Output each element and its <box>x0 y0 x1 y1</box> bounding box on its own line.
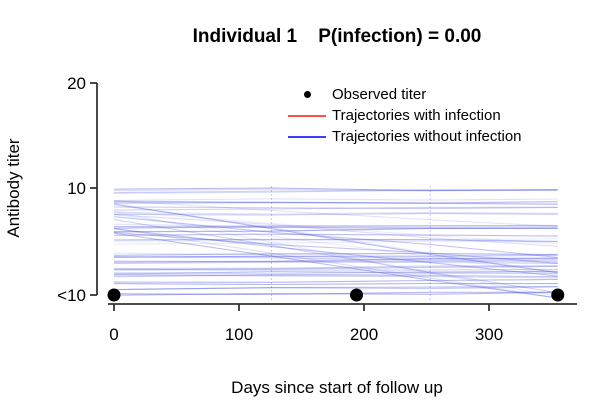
trajectory-line <box>113 187 558 192</box>
legend-item-trajectories-with-infection: Trajectories with infection <box>288 105 522 126</box>
x-tick-label: 100 <box>225 325 253 344</box>
trajectory-line <box>113 237 558 242</box>
trajectory-line <box>113 216 558 258</box>
trajectory-line <box>114 274 558 278</box>
trajectory-line <box>113 204 558 273</box>
trajectory-line <box>113 203 558 274</box>
trajectory-line <box>113 227 558 233</box>
trajectory-line <box>113 201 558 204</box>
trajectory-line <box>113 232 558 299</box>
legend-label: Trajectories with infection <box>332 107 501 124</box>
legend-label: Observed titer <box>332 86 427 103</box>
trajectory-line <box>113 252 558 256</box>
legend-item-observed-titer: Observed titer <box>288 84 522 105</box>
trajectory-line <box>113 200 558 205</box>
legend: Observed titer Trajectories with infecti… <box>288 84 522 147</box>
trajectory-line <box>113 189 558 194</box>
trajectory-line <box>113 254 558 258</box>
y-tick-label: 10 <box>67 179 86 198</box>
trajectory-line <box>113 270 558 275</box>
trajectory-line <box>113 226 558 229</box>
trajectory-line <box>113 219 558 294</box>
legend-item-trajectories-without-infection: Trajectories without infection <box>288 126 522 147</box>
chart-title: Individual 1 P(infection) = 0.00 <box>192 26 482 47</box>
trajectory-line <box>113 223 558 228</box>
y-tick-label: <10 <box>57 286 86 305</box>
trajectory-line <box>113 286 558 291</box>
trajectory-line <box>113 271 558 275</box>
trajectory-line <box>113 211 558 215</box>
trajectory-line <box>113 224 558 229</box>
trajectory-line <box>113 274 558 278</box>
trajectory-line <box>113 227 558 299</box>
trajectory-line <box>113 282 558 286</box>
trajectory-line <box>113 258 558 264</box>
trajectory-line <box>113 256 558 262</box>
x-tick-label: 300 <box>475 325 503 344</box>
trajectory-line <box>113 260 558 265</box>
trajectory-line <box>113 212 558 216</box>
trajectory-line <box>113 252 558 257</box>
trajectory-line <box>113 255 558 259</box>
trajectory-line <box>113 240 558 245</box>
trajectory-line <box>113 214 558 247</box>
trajectory-line <box>113 272 558 278</box>
trajectory-line <box>113 268 558 271</box>
trajectory-line <box>113 206 558 210</box>
trajectory-line <box>113 228 558 277</box>
trajectory-line <box>113 200 558 227</box>
observed-point <box>107 288 121 302</box>
trajectory-line <box>113 206 558 211</box>
trajectory-line <box>113 201 558 205</box>
trajectory-line <box>113 213 558 276</box>
observed-point <box>350 288 363 302</box>
x-axis-label: Days since start of follow up <box>231 378 443 397</box>
trajectory-line <box>113 238 558 242</box>
trajectory-line <box>113 233 558 237</box>
trajectory-line <box>113 198 558 202</box>
trajectory-line <box>113 211 558 297</box>
trajectory-line <box>113 285 558 291</box>
trajectory-line <box>113 274 558 279</box>
blue-line-marker-icon <box>288 135 326 138</box>
x-tick-label: 0 <box>109 325 118 344</box>
trajectory-line <box>113 265 558 269</box>
trajectory-line <box>113 265 558 271</box>
legend-label: Trajectories without infection <box>332 128 522 145</box>
y-tick-label: 20 <box>67 74 86 93</box>
red-line-marker-icon <box>288 114 326 117</box>
trajectory-line <box>113 278 558 283</box>
trajectory-line <box>113 260 558 265</box>
trajectory-line <box>113 210 558 245</box>
trajectory-line <box>113 188 558 192</box>
trajectory-line <box>113 189 558 194</box>
point-marker-icon <box>288 91 326 98</box>
trajectory-line <box>113 227 558 233</box>
observed-point <box>551 288 565 302</box>
trajectory-line <box>113 224 558 228</box>
trajectory-line <box>113 231 558 264</box>
trajectory-line <box>113 257 558 263</box>
trajectory-line <box>113 271 558 275</box>
x-tick-label: 200 <box>350 325 378 344</box>
